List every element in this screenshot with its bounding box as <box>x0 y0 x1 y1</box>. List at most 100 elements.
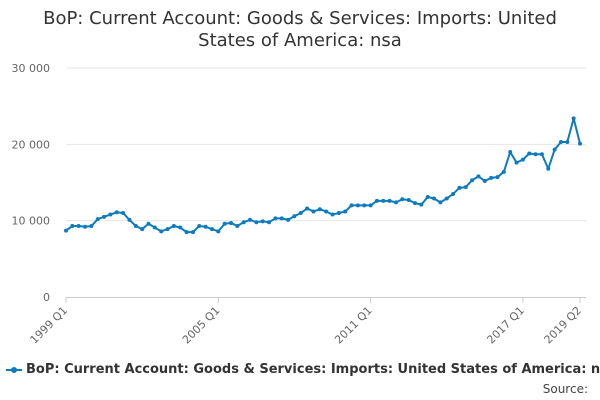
data-point[interactable] <box>565 140 570 145</box>
data-point[interactable] <box>70 224 75 229</box>
data-point[interactable] <box>419 202 424 207</box>
data-point[interactable] <box>260 219 265 224</box>
data-point[interactable] <box>273 216 278 221</box>
data-point[interactable] <box>108 212 113 217</box>
data-point[interactable] <box>140 227 145 232</box>
y-axis: 0 10 000 20 000 30 000 <box>12 62 51 304</box>
data-point[interactable] <box>171 224 176 229</box>
data-point[interactable] <box>114 210 119 215</box>
data-point[interactable] <box>406 198 411 203</box>
legend-label: BoP: Current Account: Goods & Services: … <box>26 362 600 377</box>
data-point[interactable] <box>64 228 68 233</box>
data-point[interactable] <box>102 214 107 219</box>
data-point[interactable] <box>368 203 373 208</box>
data-point[interactable] <box>267 220 272 225</box>
x-axis: 1999 Q1 2005 Q1 2011 Q1 2017 Q1 2019 Q2 <box>28 297 586 346</box>
data-point[interactable] <box>209 227 214 232</box>
data-point[interactable] <box>152 225 157 230</box>
data-point[interactable] <box>324 209 329 214</box>
data-point[interactable] <box>133 224 138 229</box>
data-point[interactable] <box>197 224 202 229</box>
data-point[interactable] <box>248 217 253 222</box>
data-point[interactable] <box>438 200 443 205</box>
data-point[interactable] <box>495 175 500 180</box>
data-point[interactable] <box>470 178 475 183</box>
data-point[interactable] <box>127 217 132 222</box>
data-point[interactable] <box>387 198 392 203</box>
data-point[interactable] <box>83 224 88 229</box>
data-point[interactable] <box>374 198 379 203</box>
x-tick-label: 2017 Q1 <box>484 304 527 347</box>
data-point[interactable] <box>508 149 513 154</box>
data-point[interactable] <box>362 203 367 208</box>
data-point[interactable] <box>121 211 126 216</box>
data-point[interactable] <box>317 207 322 212</box>
data-point[interactable] <box>165 227 170 232</box>
data-point[interactable] <box>178 225 183 230</box>
x-tick-label: 2019 Q2 <box>542 304 585 347</box>
data-point[interactable] <box>254 220 259 225</box>
data-point[interactable] <box>76 224 81 229</box>
data-point[interactable] <box>444 196 449 201</box>
data-point[interactable] <box>203 224 208 229</box>
data-point[interactable] <box>222 221 227 226</box>
data-point[interactable] <box>400 197 405 202</box>
data-point[interactable] <box>489 175 494 180</box>
data-point[interactable] <box>184 230 189 235</box>
data-point[interactable] <box>457 185 462 190</box>
data-point[interactable] <box>298 211 303 216</box>
data-point[interactable] <box>190 230 195 235</box>
data-point[interactable] <box>89 224 94 229</box>
data-point[interactable] <box>241 220 246 225</box>
data-point[interactable] <box>413 201 418 206</box>
data-point[interactable] <box>501 169 506 174</box>
data-point[interactable] <box>279 216 284 221</box>
y-tick-label: 0 <box>43 291 50 304</box>
data-point[interactable] <box>336 211 341 216</box>
legend[interactable]: BoP: Current Account: Goods & Services: … <box>6 362 600 377</box>
data-point[interactable] <box>425 195 430 200</box>
data-point[interactable] <box>393 200 398 205</box>
data-point[interactable] <box>159 229 164 234</box>
data-point[interactable] <box>533 152 538 157</box>
data-point[interactable] <box>463 185 468 190</box>
data-point[interactable] <box>355 203 360 208</box>
data-point[interactable] <box>451 191 456 196</box>
data-point[interactable] <box>552 147 557 152</box>
legend-marker-icon <box>6 365 22 375</box>
data-point[interactable] <box>558 140 563 145</box>
x-tick-label: 1999 Q1 <box>28 304 71 347</box>
data-point[interactable] <box>343 209 348 214</box>
data-point[interactable] <box>482 178 487 183</box>
data-point[interactable] <box>216 229 221 234</box>
data-point[interactable] <box>546 166 551 171</box>
data-point[interactable] <box>432 196 437 201</box>
chart-title: BoP: Current Account: Goods & Services: … <box>43 8 557 51</box>
data-point[interactable] <box>476 174 481 179</box>
data-point[interactable] <box>527 151 532 156</box>
data-point[interactable] <box>520 157 525 162</box>
series-line <box>65 117 581 234</box>
data-point[interactable] <box>349 203 354 208</box>
data-point[interactable] <box>292 214 297 219</box>
x-tick-label: 2005 Q1 <box>180 304 223 347</box>
data-point[interactable] <box>578 141 582 146</box>
data-point[interactable] <box>381 198 386 203</box>
data-point[interactable] <box>330 212 335 217</box>
data-point[interactable] <box>514 160 519 165</box>
x-tick-label: 2011 Q1 <box>332 304 375 347</box>
data-point[interactable] <box>311 209 316 214</box>
data-point[interactable] <box>228 220 233 225</box>
y-tick-label: 10 000 <box>12 215 51 228</box>
data-point[interactable] <box>235 224 240 229</box>
source-note: Source: <box>542 382 588 396</box>
data-point[interactable] <box>95 217 100 222</box>
data-point[interactable] <box>571 116 576 121</box>
data-point[interactable] <box>146 221 151 226</box>
data-point[interactable] <box>286 217 291 222</box>
data-point[interactable] <box>305 206 310 211</box>
data-point[interactable] <box>539 152 544 157</box>
y-tick-label: 30 000 <box>12 62 51 75</box>
y-tick-label: 20 000 <box>12 138 51 151</box>
